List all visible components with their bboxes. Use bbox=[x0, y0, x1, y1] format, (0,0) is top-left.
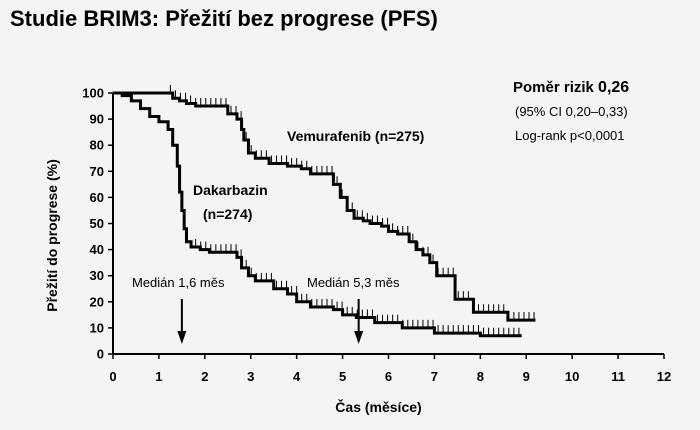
y-axis-label: Přežití do progrese (%) bbox=[44, 159, 60, 311]
y-tick-label: 70 bbox=[90, 164, 104, 179]
label-dakarbazin-n: (n=274) bbox=[203, 206, 252, 222]
median-arrow-head bbox=[177, 331, 187, 344]
median-label-dakarbazin: Medián 1,6 měs bbox=[132, 275, 225, 290]
y-tick-label: 90 bbox=[90, 112, 104, 127]
label-dakarbazin: Dakarbazin bbox=[193, 182, 268, 198]
series-line-dakarbazin bbox=[113, 91, 522, 338]
series-line-vemurafenib bbox=[113, 91, 536, 322]
page-title: Studie BRIM3: Přežití bez progrese (PFS) bbox=[10, 6, 438, 31]
y-tick-label: 50 bbox=[90, 216, 104, 231]
x-tick-label: 4 bbox=[293, 369, 301, 384]
chart-annotations: Vemurafenib (n=275) Dakarbazin (n=274) Medi… bbox=[132, 79, 629, 344]
x-tick-label: 12 bbox=[657, 369, 671, 384]
x-tick-label: 3 bbox=[247, 369, 254, 384]
chart-axes: 0 1 2 3 4 5 6 7 8 9 10 11 120102030405060708090100Ča… bbox=[44, 86, 671, 416]
confidence-interval: (95% CI 0,20–0,33) bbox=[515, 104, 628, 119]
x-tick-label: 0 bbox=[109, 369, 116, 384]
chart-lines bbox=[113, 85, 536, 338]
median-arrow-head bbox=[354, 331, 364, 344]
median-label-vemurafenib: Medián 5,3 měs bbox=[307, 275, 400, 290]
y-tick-label: 30 bbox=[90, 268, 104, 283]
y-tick-label: 60 bbox=[90, 190, 104, 205]
x-axis-label: Čas (měsíce) bbox=[335, 398, 421, 415]
x-tick-label: 6 bbox=[385, 369, 392, 384]
hazard-ratio: Poměr rizik 0,26 bbox=[513, 79, 629, 96]
y-tick-label: 100 bbox=[82, 86, 104, 101]
logrank-p: Log-rank p<0,0001 bbox=[515, 128, 625, 143]
x-tick-label: 2 bbox=[201, 369, 208, 384]
y-tick-label: 20 bbox=[90, 294, 104, 309]
x-tick-label: 5 bbox=[339, 369, 346, 384]
x-tick-label: 1 bbox=[155, 369, 162, 384]
x-tick-label: 11 bbox=[611, 369, 625, 384]
y-tick-label: 0 bbox=[97, 347, 104, 362]
x-tick-label: 7 bbox=[431, 369, 438, 384]
y-tick-label: 40 bbox=[90, 242, 104, 257]
y-tick-label: 10 bbox=[90, 320, 104, 335]
x-tick-label: 8 bbox=[477, 369, 484, 384]
y-tick-label: 80 bbox=[90, 138, 104, 153]
label-vemurafenib: Vemurafenib (n=275) bbox=[287, 128, 424, 144]
x-tick-label: 10 bbox=[565, 369, 579, 384]
x-tick-label: 9 bbox=[523, 369, 530, 384]
